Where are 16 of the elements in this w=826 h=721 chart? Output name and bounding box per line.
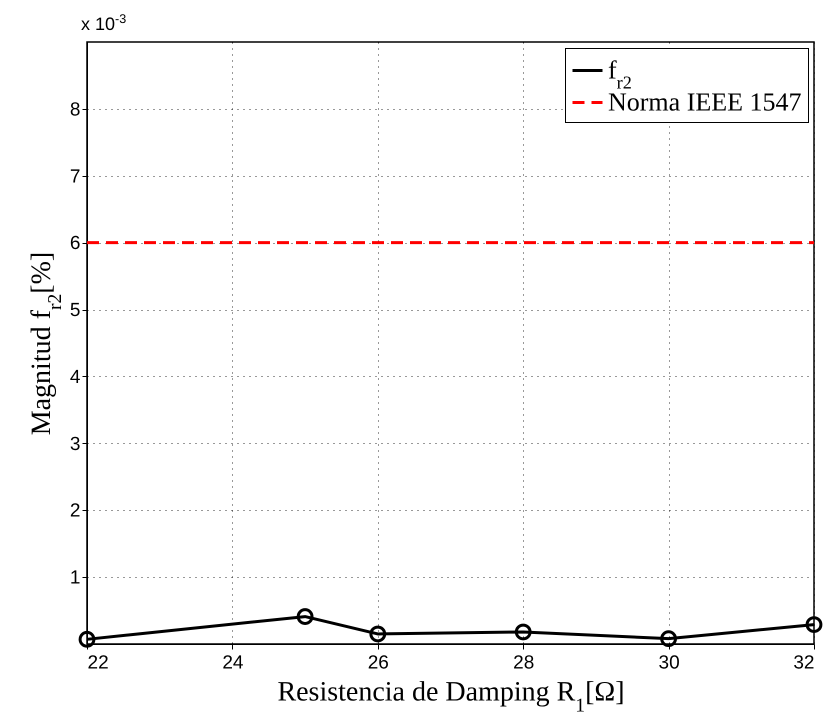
y-tick-label: 5 <box>70 300 80 322</box>
x-axis-title: Resistencia de Damping R$_{1}$[Ω] <box>277 676 625 716</box>
y-tick-label: 6 <box>70 233 80 254</box>
x-tick-label: 26 <box>368 652 389 674</box>
y-tick-label: 7 <box>70 166 80 188</box>
x-tick-label: 32 <box>793 652 814 674</box>
text: x 10$^{-3}$ <box>81 12 126 34</box>
y-tick-label: 3 <box>70 434 80 455</box>
x-tick-label: 22 <box>88 652 109 674</box>
y-tick-label: 4 <box>70 366 81 388</box>
x-tick-label: 30 <box>658 652 680 674</box>
y-tick-label: 8 <box>70 99 80 120</box>
y-tick-label: 2 <box>70 500 80 522</box>
x-tick-label: 28 <box>513 652 534 674</box>
y-tick-label: 1 <box>70 568 80 589</box>
x-tick-label: 24 <box>222 652 244 674</box>
